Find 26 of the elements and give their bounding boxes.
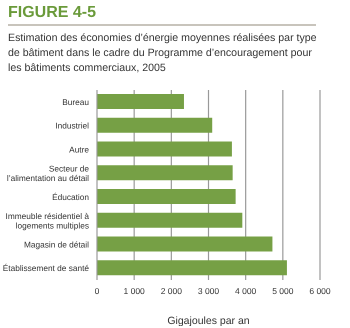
bar xyxy=(97,212,242,228)
y-tick-label: Magasin de détail xyxy=(24,239,90,250)
y-tick-label: Autre xyxy=(69,144,90,154)
x-tick-label: 6 000 xyxy=(309,286,331,296)
bar xyxy=(97,142,232,156)
y-tick-label: Industriel xyxy=(55,120,90,131)
x-tick-label: 5 000 xyxy=(272,286,294,296)
chart-subtitle: Estimation des économies d’énergie moyennes réalisées par type de bâtiment dans le cadre du Programme d’encouragement pour les bâtiments commerciaux, 2005 xyxy=(8,31,318,76)
y-tick-label: Secteur de l’alimentation au détail xyxy=(6,163,90,183)
y-tick-label: Immeuble résidentiel à logements multiples xyxy=(6,210,90,230)
y-tick-label: Établissement de santé xyxy=(2,263,90,274)
x-tick-label: 1 000 xyxy=(124,286,146,296)
x-tick-label: 3 000 xyxy=(198,286,220,296)
x-tick-label: 4 000 xyxy=(235,286,257,296)
bar xyxy=(97,236,272,252)
x-tick-label: 2 000 xyxy=(160,286,182,296)
bar xyxy=(97,189,236,204)
bar xyxy=(97,94,184,109)
x-axis-title: Gigajoules par an xyxy=(167,315,250,327)
bar xyxy=(97,165,233,180)
chart-title: FIGURE 4-5 xyxy=(8,4,316,26)
y-tick-label: Éducation xyxy=(52,192,90,202)
bar xyxy=(97,118,212,133)
bar xyxy=(97,260,287,276)
y-tick-label: Bureau xyxy=(62,96,90,107)
x-tick-label: 0 xyxy=(94,286,100,296)
